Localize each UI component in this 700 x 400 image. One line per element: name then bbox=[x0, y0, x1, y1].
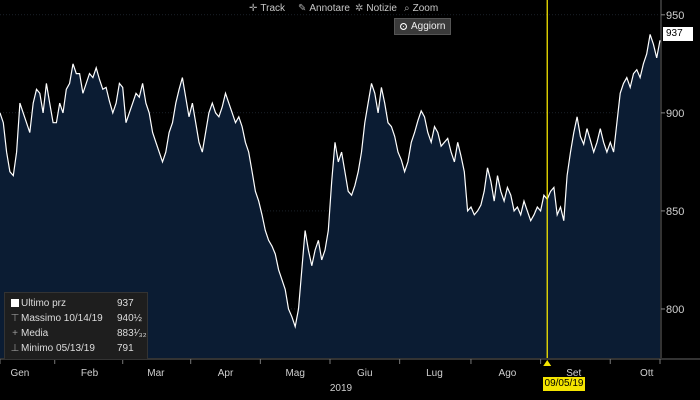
toolbar-track[interactable]: ✛ Track bbox=[249, 2, 286, 14]
toolbar-zoom[interactable]: ⌕ Zoom bbox=[404, 2, 439, 14]
x-tick-label: Gen bbox=[10, 368, 29, 379]
chart-toolbar: ✛ Track ✎ Annotare ✲ Notizie ⌕ Zoom bbox=[0, 0, 700, 18]
price-area-fill bbox=[0, 34, 660, 359]
date-cursor bbox=[543, 0, 552, 366]
legend-row-high: ⊤ Massimo 10/14/19 940½ bbox=[10, 312, 143, 324]
legend-row-low: ⊥ Minimo 05/13/19 791 bbox=[10, 342, 134, 354]
price-line bbox=[0, 34, 661, 329]
toolbar-annotare[interactable]: ✎ Annotare bbox=[298, 2, 350, 14]
legend-row-last: Ultimo prz 937 bbox=[9, 296, 147, 310]
y-tick-label: 850 bbox=[666, 206, 684, 218]
average-marker-icon: + bbox=[12, 327, 18, 339]
refresh-icon bbox=[400, 23, 407, 30]
y-tick-label: 800 bbox=[666, 304, 684, 316]
x-tick-label: Set bbox=[566, 368, 581, 379]
toolbar-notizie[interactable]: ✲ Notizie bbox=[355, 2, 397, 14]
x-tick-label: Mar bbox=[147, 368, 165, 379]
y-axis: 800 850 900 950 bbox=[660, 0, 684, 358]
cursor-date-tag: 09/05/19 bbox=[543, 377, 585, 391]
cursor-arrow-icon bbox=[543, 360, 552, 366]
chart-legend: Ultimo prz 937 ⊤ Massimo 10/14/19 940½ +… bbox=[4, 292, 148, 360]
high-marker-icon: ⊤ bbox=[10, 312, 20, 324]
pencil-icon: ✎ bbox=[298, 2, 307, 14]
last-price-tag: 937 bbox=[663, 27, 693, 41]
white-square-icon bbox=[11, 299, 19, 307]
x-tick-label: Apr bbox=[218, 368, 234, 379]
x-tick-label: Mag bbox=[285, 368, 304, 379]
x-tick-label: Ago bbox=[499, 368, 517, 379]
x-tick-label: Feb bbox=[81, 368, 99, 379]
x-tick-label: Lug bbox=[426, 368, 443, 379]
magnifier-icon: ⌕ bbox=[404, 2, 410, 14]
refresh-button[interactable]: Aggiorn bbox=[394, 18, 452, 35]
x-year-label: 2019 bbox=[330, 383, 353, 394]
x-tick-label: Giu bbox=[357, 368, 373, 379]
x-axis: Gen Feb Mar Apr Mag Giu Lug Ago Set Ott 2019 bbox=[0, 358, 700, 394]
y-tick-label: 950 bbox=[666, 10, 684, 22]
low-marker-icon: ⊥ bbox=[10, 342, 20, 354]
crosshair-icon: ✛ bbox=[249, 2, 258, 14]
x-tick-label: Ott bbox=[640, 368, 654, 379]
gear-icon: ✲ bbox=[355, 2, 364, 14]
legend-row-average: + Media 883¹⁄₃₂ bbox=[9, 326, 147, 340]
y-tick-label: 900 bbox=[666, 108, 684, 120]
